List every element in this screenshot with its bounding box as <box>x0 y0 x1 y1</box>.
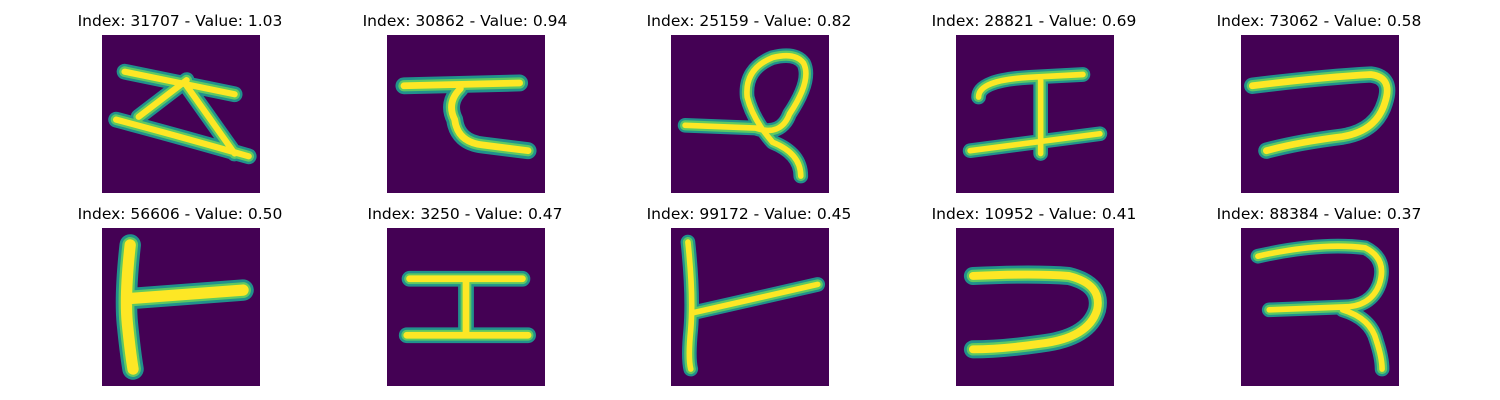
glyph-image <box>1241 35 1399 193</box>
panel-title: Index: 10952 - Value: 0.41 <box>931 205 1137 223</box>
panel-title: Index: 28821 - Value: 0.69 <box>931 12 1137 30</box>
glyph-image <box>102 228 260 386</box>
panel-title: Index: 56606 - Value: 0.50 <box>77 205 283 223</box>
panel-title: Index: 73062 - Value: 0.58 <box>1216 12 1422 30</box>
glyph-image <box>1241 228 1399 386</box>
panel-title: Index: 99172 - Value: 0.45 <box>646 205 852 223</box>
glyph-image <box>102 35 260 193</box>
glyph-image <box>671 35 829 193</box>
panel-title: Index: 3250 - Value: 0.47 <box>367 205 563 223</box>
glyph-image <box>956 228 1114 386</box>
panel-title: Index: 30862 - Value: 0.94 <box>362 12 568 30</box>
panel-title: Index: 88384 - Value: 0.37 <box>1216 205 1422 223</box>
glyph-image <box>387 228 545 386</box>
glyph-image <box>956 35 1114 193</box>
glyph-image <box>671 228 829 386</box>
panel-title: Index: 25159 - Value: 0.82 <box>646 12 852 30</box>
panel-title: Index: 31707 - Value: 1.03 <box>77 12 283 30</box>
glyph-image <box>387 35 545 193</box>
